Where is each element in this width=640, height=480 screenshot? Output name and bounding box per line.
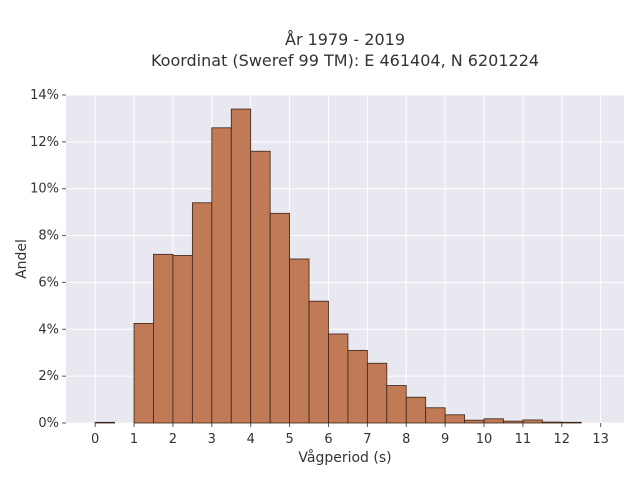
histogram-bar (483, 418, 504, 424)
y-tick-label: 10% (30, 182, 59, 197)
x-tick-label: 5 (285, 432, 293, 447)
x-tick-label: 4 (247, 432, 255, 447)
histogram-bar (328, 333, 349, 424)
y-tick-label: 2% (38, 369, 59, 384)
y-tick-label: 14% (30, 88, 59, 103)
y-axis-label: Andel (14, 239, 30, 279)
histogram-bar (405, 396, 427, 424)
histogram-bar (191, 202, 213, 424)
histogram-bar (366, 362, 388, 424)
x-tick-label: 9 (441, 432, 449, 447)
histogram-bar (425, 407, 446, 424)
x-tick-label: 10 (476, 432, 493, 447)
x-axis-ticks: 0 1 2 3 4 5 6 7 8 9 10 11 12 13 (91, 423, 609, 447)
histogram-bar (464, 419, 485, 424)
chart-title-line-2: Koordinat (Sweref 99 TM): E 461404, N 62… (151, 51, 539, 70)
histogram-bar (172, 255, 193, 424)
histogram-bar (444, 414, 465, 424)
histogram-bar (133, 323, 154, 424)
histogram-bar (347, 349, 368, 424)
histogram-bar (94, 421, 116, 424)
x-tick-label: 7 (363, 432, 371, 447)
histogram-bar (250, 150, 271, 424)
x-tick-label: 2 (169, 432, 177, 447)
histogram-bar (269, 212, 290, 424)
histogram-bar (308, 300, 329, 424)
y-axis-ticks: 0% 2% 4% 6% 8% 10% 12% 14% (30, 88, 66, 431)
chart-title-line-1: År 1979 - 2019 (285, 30, 405, 49)
y-tick-label: 0% (38, 416, 59, 431)
x-tick-label: 6 (324, 432, 332, 447)
histogram-bar (561, 421, 582, 424)
y-tick-label: 12% (30, 135, 59, 150)
y-tick-label: 8% (38, 229, 59, 244)
histogram-bar (541, 421, 563, 424)
histogram-bar (503, 420, 524, 424)
x-tick-label: 13 (592, 432, 609, 447)
histogram-bar (153, 253, 174, 424)
histogram-bar (386, 385, 407, 424)
histogram-bar (522, 419, 543, 424)
x-tick-label: 11 (515, 432, 532, 447)
x-tick-label: 12 (554, 432, 571, 447)
histogram-bar (289, 258, 310, 424)
x-tick-label: 1 (130, 432, 138, 447)
y-tick-label: 6% (38, 275, 59, 290)
y-tick-label: 4% (38, 322, 59, 337)
x-tick-label: 0 (91, 432, 99, 447)
x-axis-label: Vågperiod (s) (298, 449, 391, 466)
x-tick-label: 3 (208, 432, 216, 447)
histogram-bar (211, 127, 232, 424)
histogram-bar (230, 108, 252, 424)
histogram-bars (94, 108, 582, 424)
x-tick-label: 8 (402, 432, 410, 447)
